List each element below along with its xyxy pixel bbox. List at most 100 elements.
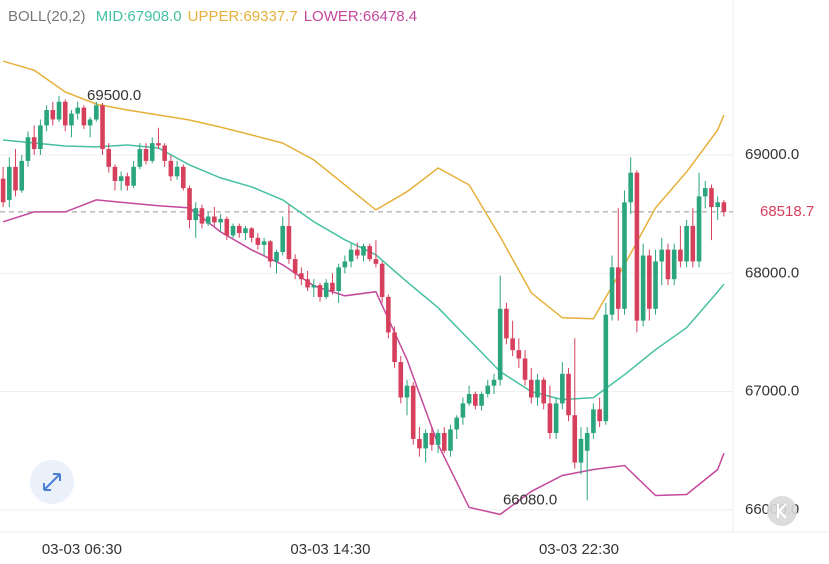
collapse-button[interactable] — [767, 496, 797, 526]
candle-body — [62, 101, 68, 126]
candle-body — [678, 249, 683, 262]
band-line — [3, 139, 725, 401]
bands — [2, 60, 725, 516]
candle-body — [696, 196, 702, 262]
candle-body — [81, 107, 87, 126]
candle-body — [640, 255, 646, 321]
candle-body — [647, 255, 652, 309]
candle-body — [118, 176, 124, 182]
candle-body — [367, 246, 373, 260]
candle-body — [578, 438, 584, 463]
candle-body — [243, 228, 248, 234]
candle-body — [547, 403, 553, 433]
candle-body — [417, 438, 422, 449]
candle-body — [634, 172, 640, 321]
candle-body — [491, 379, 497, 386]
candle-body — [721, 202, 727, 212]
indicator-label: BOLL(20,2) — [8, 8, 86, 25]
candle-body — [137, 149, 143, 167]
candle-body — [249, 228, 254, 238]
extreme-label: 69500.0 — [87, 87, 141, 104]
candle-body — [516, 350, 522, 359]
expand-button[interactable] — [30, 460, 74, 504]
candle-body — [665, 249, 671, 280]
candle-body — [19, 160, 25, 191]
candle-body — [205, 216, 211, 224]
candle-body — [31, 137, 37, 150]
candle-body — [69, 113, 74, 126]
candle-body — [429, 432, 435, 445]
candle-body — [690, 225, 696, 262]
legend-entry: UPPER:69337.7 — [187, 8, 298, 25]
last-price-label: 68518.7 — [760, 203, 814, 220]
candle-body — [584, 432, 590, 451]
candle-body — [261, 241, 267, 245]
candle-body — [174, 166, 180, 177]
candle-body — [100, 105, 105, 150]
candle-body — [448, 429, 453, 451]
candle-body — [702, 188, 708, 197]
candle-body — [628, 172, 633, 203]
candle-body — [354, 249, 360, 256]
candles — [0, 95, 727, 501]
candle-body — [684, 225, 689, 262]
band-line — [2, 199, 725, 516]
candle-body — [143, 149, 149, 161]
candle-body — [622, 202, 627, 309]
candle-body — [25, 137, 31, 161]
candle-body — [330, 282, 335, 292]
x-tick-label: 03-03 06:30 — [42, 541, 122, 558]
candle-body — [541, 379, 546, 404]
candle-body — [156, 143, 161, 146]
candle-body — [50, 110, 56, 120]
candle-body — [404, 385, 410, 398]
candle-body — [342, 261, 348, 268]
candle-body — [336, 267, 341, 292]
y-tick-label: 67000.0 — [745, 383, 799, 400]
candle-body — [181, 166, 186, 189]
candle-body — [671, 249, 677, 280]
candle-body — [199, 208, 205, 224]
candle-body — [553, 403, 559, 433]
candle-body — [504, 308, 509, 339]
candle-body — [218, 218, 223, 223]
candle-body — [348, 249, 354, 262]
candle-body — [187, 188, 192, 221]
candle-body — [398, 362, 404, 398]
candle-body — [709, 188, 714, 208]
grid — [0, 154, 733, 511]
candle-body — [603, 314, 609, 422]
last-price-tag — [736, 197, 829, 226]
candle-body — [473, 393, 478, 406]
candle-body — [715, 202, 720, 208]
candle-body — [0, 178, 6, 203]
candle-body — [485, 385, 491, 394]
candle-body — [56, 101, 62, 120]
candle-body — [305, 279, 310, 288]
candle-body — [230, 225, 236, 236]
candle-body — [423, 432, 428, 449]
candle-body — [460, 403, 466, 418]
candle-body — [131, 166, 136, 186]
candle-body — [162, 145, 167, 161]
candle-body — [292, 259, 298, 274]
candle-body — [373, 259, 379, 264]
candle-body — [7, 166, 12, 200]
candle-body — [522, 358, 528, 380]
candle-body — [224, 218, 230, 236]
candle-body — [560, 373, 565, 404]
candle-body — [323, 282, 329, 297]
candle-body — [572, 415, 578, 463]
y-tick-label: 68000.0 — [745, 264, 799, 281]
candle-body — [75, 107, 80, 114]
candle-body — [535, 379, 540, 398]
candle-body — [87, 119, 93, 126]
candle-body — [212, 216, 217, 223]
candle-body — [317, 285, 323, 297]
candle-body — [479, 393, 484, 406]
candle-body — [454, 417, 460, 430]
candle-body — [361, 246, 366, 256]
legend-entry: LOWER:66478.4 — [303, 8, 418, 25]
